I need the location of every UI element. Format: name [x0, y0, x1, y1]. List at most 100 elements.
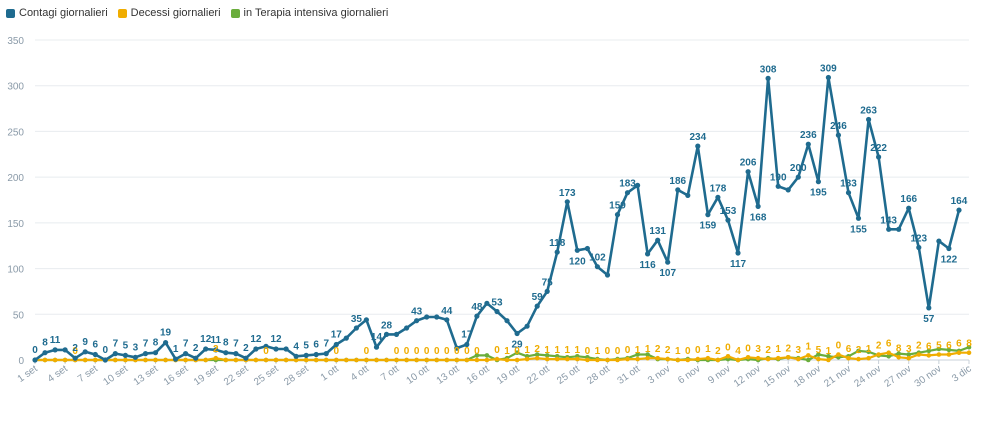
data-point [796, 356, 801, 362]
data-point [946, 245, 952, 252]
data-point [464, 357, 470, 363]
data-point [273, 346, 279, 352]
data-point [534, 352, 540, 357]
data-label: 6 [92, 340, 98, 351]
data-point [534, 355, 540, 361]
data-point [785, 355, 791, 360]
x-tick-label: 10 set [101, 363, 130, 388]
data-label: 118 [549, 238, 566, 249]
data-point [695, 143, 701, 149]
data-point [263, 357, 269, 363]
x-tick-label: 3 nov [646, 363, 672, 386]
data-point [123, 357, 128, 363]
data-point [373, 344, 380, 350]
legend-swatch [230, 8, 240, 18]
data-point [695, 356, 701, 362]
data-point [886, 354, 891, 359]
data-point [504, 357, 510, 363]
data-point [263, 343, 269, 349]
data-point [213, 347, 219, 353]
data-point [775, 183, 781, 189]
data-point [584, 245, 591, 252]
data-point [253, 357, 259, 363]
legend-item-0[interactable]: Contagi giornalieri [6, 7, 108, 19]
x-tick-label: 28 set [282, 363, 311, 388]
y-tick-label: 300 [7, 82, 24, 93]
data-point [624, 190, 631, 196]
data-point [725, 354, 731, 359]
data-point [886, 226, 892, 232]
data-point [163, 357, 168, 363]
data-point [705, 355, 711, 361]
data-point [444, 357, 450, 363]
data-point [102, 357, 108, 363]
data-label: 155 [850, 224, 867, 235]
data-point [474, 353, 480, 358]
data-point [404, 325, 410, 331]
data-label: 0 [464, 346, 470, 357]
data-point [122, 352, 128, 358]
data-point [424, 357, 430, 363]
data-label: 1 [705, 344, 711, 355]
data-point [604, 272, 611, 278]
data-point [806, 357, 811, 363]
data-point [645, 352, 650, 357]
x-tick-label: 19 set [192, 363, 221, 388]
data-label: 5 [123, 340, 129, 351]
data-label: 153 [720, 206, 737, 217]
data-label: 234 [689, 132, 706, 143]
data-label: 0 [434, 346, 440, 357]
data-label: 0 [585, 346, 591, 357]
data-label: 1 [544, 345, 550, 356]
y-tick-label: 0 [18, 356, 24, 367]
data-label: 178 [710, 183, 727, 194]
x-tick-label: 16 set [162, 363, 191, 388]
data-point [735, 250, 741, 256]
legend-label: Contagi giornalieri [19, 7, 108, 19]
legend-item-1[interactable]: Decessi giornalieri [117, 7, 221, 19]
data-label: 195 [810, 188, 827, 199]
data-point [343, 335, 349, 341]
data-point [152, 350, 159, 356]
data-label: 0 [745, 343, 751, 354]
data-point [52, 357, 58, 363]
data-point [816, 356, 821, 362]
data-label: 1 [554, 345, 560, 356]
data-label: 1 [675, 346, 681, 357]
data-point [82, 357, 88, 363]
data-label: 12 [200, 334, 212, 345]
data-label: 8 [42, 338, 48, 349]
data-point [393, 331, 400, 337]
data-point [916, 244, 922, 251]
data-point [966, 344, 972, 350]
data-label: 7 [233, 339, 239, 350]
data-point [876, 352, 881, 357]
data-label: 222 [870, 143, 887, 154]
data-label: 1 [775, 344, 781, 355]
x-tick-label: 9 nov [706, 363, 732, 386]
data-label: 3 [906, 344, 912, 355]
data-point [504, 318, 510, 324]
data-label: 143 [880, 215, 897, 226]
data-point [866, 355, 871, 361]
data-label: 2 [856, 345, 862, 356]
data-point [434, 357, 440, 363]
data-label: 11 [210, 335, 221, 346]
data-point [363, 317, 369, 323]
data-point [715, 357, 721, 363]
data-point [353, 325, 359, 331]
data-label: 4 [293, 341, 299, 352]
x-tick-label: 30 nov [913, 363, 944, 389]
data-point [765, 75, 771, 81]
data-point [303, 352, 309, 358]
data-point [444, 317, 450, 323]
data-label: 12 [270, 334, 282, 345]
legend-item-2[interactable]: in Terapia intensiva giornalieri [230, 7, 389, 19]
data-point [765, 356, 771, 362]
x-tick-label: 25 ott [555, 363, 582, 386]
data-point [454, 357, 460, 363]
x-tick-label: 27 nov [883, 363, 914, 389]
x-tick-label: 13 ott [435, 363, 462, 386]
data-point [916, 352, 922, 357]
legend-label: in Terapia intensiva giornalieri [243, 7, 389, 19]
